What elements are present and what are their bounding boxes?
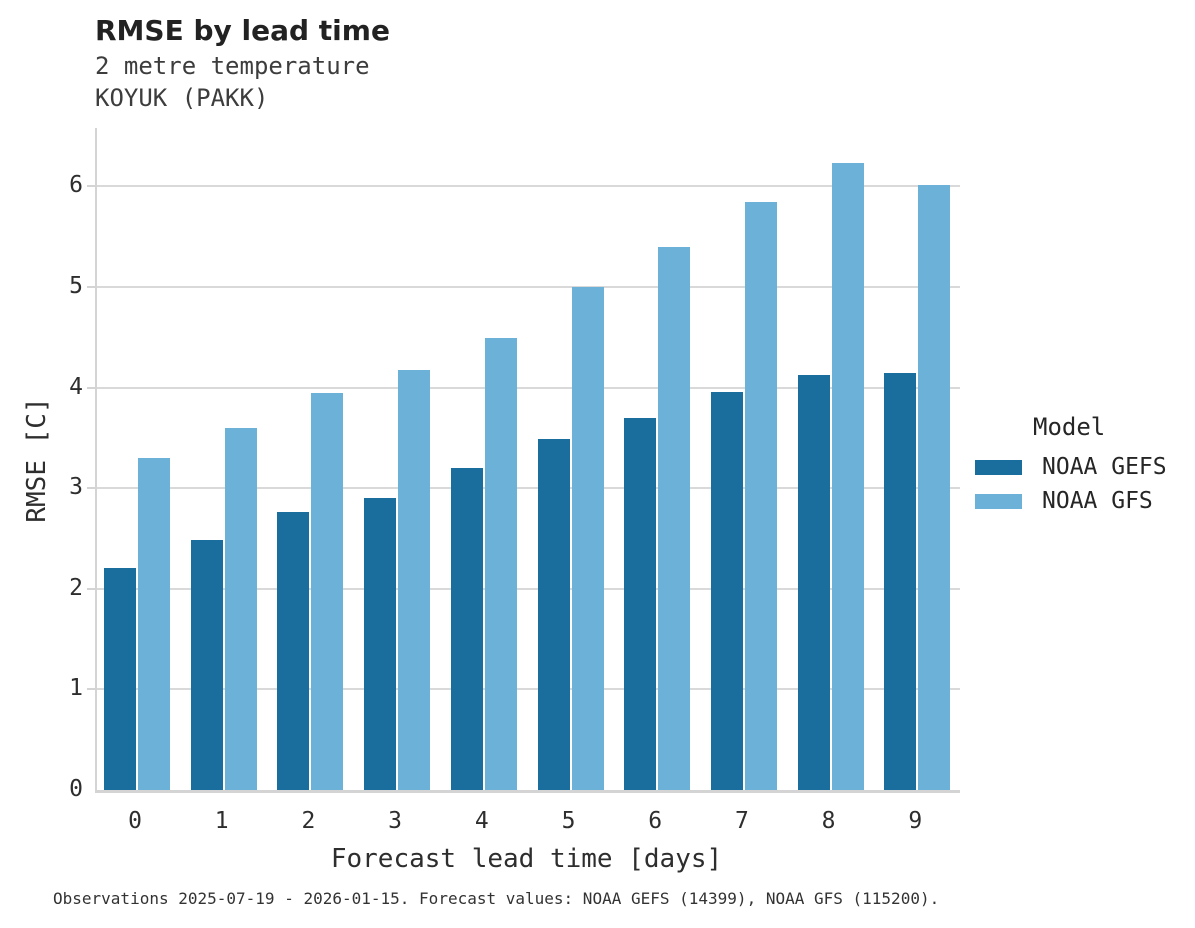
y-tick-label-2: 2 bbox=[69, 574, 83, 601]
gridline-y-1 bbox=[97, 688, 960, 691]
legend-label: NOAA GFS bbox=[1042, 488, 1153, 514]
bar-noaa-gefs-lead-0 bbox=[104, 567, 136, 790]
bar-noaa-gefs-lead-6 bbox=[624, 417, 657, 790]
x-tick-label-7: 7 bbox=[734, 808, 749, 834]
bar-noaa-gefs-lead-1 bbox=[190, 539, 223, 790]
bar-noaa-gefs-lead-9 bbox=[884, 373, 917, 790]
gridline-y-3 bbox=[97, 487, 960, 490]
y-tick-mark-4 bbox=[87, 386, 95, 389]
bar-noaa-gefs-lead-4 bbox=[450, 468, 483, 790]
x-tick-label-5: 5 bbox=[561, 808, 576, 834]
chart-title: RMSE by lead time bbox=[95, 14, 390, 47]
bar-noaa-gefs-lead-5 bbox=[537, 438, 570, 790]
legend-title: Model bbox=[1033, 413, 1106, 441]
y-tick-mark-1 bbox=[87, 688, 95, 691]
legend-entry-noaa-gfs: NOAA GFS bbox=[975, 488, 1167, 514]
bar-noaa-gfs-lead-2 bbox=[311, 392, 344, 790]
legend-swatch-icon bbox=[975, 459, 1022, 475]
y-tick-label-5: 5 bbox=[69, 272, 83, 299]
y-tick-mark-2 bbox=[87, 587, 95, 590]
y-tick-mark-5 bbox=[87, 285, 95, 288]
chart-subtitle-station: KOYUK (PAKK) bbox=[95, 84, 269, 112]
legend-swatch-icon bbox=[975, 493, 1022, 509]
x-tick-label-2: 2 bbox=[301, 808, 316, 834]
y-tick-mark-6 bbox=[87, 185, 95, 188]
x-tick-label-0: 0 bbox=[128, 808, 142, 834]
bar-noaa-gfs-lead-3 bbox=[398, 370, 431, 790]
y-tick-label-6: 6 bbox=[69, 172, 83, 199]
footnote-caption: Observations 2025-07-19 - 2026-01-15. Fo… bbox=[53, 889, 940, 908]
bar-noaa-gfs-lead-0 bbox=[138, 458, 170, 790]
bar-noaa-gfs-lead-5 bbox=[571, 286, 604, 790]
gridline-y-6 bbox=[97, 185, 960, 188]
y-axis-label: RMSE [C] bbox=[22, 397, 52, 523]
y-tick-label-4: 4 bbox=[69, 373, 83, 400]
x-tick-label-4: 4 bbox=[474, 808, 489, 834]
bar-noaa-gfs-lead-4 bbox=[484, 338, 517, 790]
bar-noaa-gfs-lead-9 bbox=[918, 185, 951, 790]
x-tick-label-3: 3 bbox=[388, 808, 403, 834]
bar-noaa-gfs-lead-6 bbox=[658, 246, 691, 790]
gridline-y-4 bbox=[97, 386, 960, 389]
bar-noaa-gefs-lead-8 bbox=[797, 374, 830, 790]
gridline-y-2 bbox=[97, 587, 960, 590]
bar-noaa-gfs-lead-7 bbox=[744, 202, 777, 790]
bar-noaa-gefs-lead-3 bbox=[364, 498, 397, 790]
bar-noaa-gefs-lead-7 bbox=[710, 391, 743, 790]
x-tick-label-8: 8 bbox=[821, 808, 836, 834]
bar-noaa-gfs-lead-1 bbox=[224, 427, 257, 790]
bar-noaa-gefs-lead-2 bbox=[277, 512, 310, 790]
x-tick-label-1: 1 bbox=[214, 808, 229, 834]
y-tick-mark-3 bbox=[87, 487, 95, 490]
gridline-y-5 bbox=[97, 285, 960, 288]
chart-subtitle-variable: 2 metre temperature bbox=[95, 52, 370, 80]
legend-entry-noaa-gefs: NOAA GEFS bbox=[975, 454, 1167, 480]
y-tick-label-3: 3 bbox=[69, 474, 83, 501]
plot-area bbox=[87, 128, 960, 793]
y-tick-label-1: 1 bbox=[69, 675, 83, 702]
x-tick-label-9: 9 bbox=[908, 808, 923, 834]
x-axis-label: Forecast lead time [days] bbox=[330, 844, 723, 874]
y-tick-label-0: 0 bbox=[69, 776, 83, 802]
legend: Model NOAA GEFS NOAA GFS bbox=[975, 413, 1167, 523]
legend-label: NOAA GEFS bbox=[1042, 454, 1167, 480]
bar-noaa-gfs-lead-8 bbox=[831, 163, 864, 790]
x-tick-label-6: 6 bbox=[648, 808, 663, 834]
